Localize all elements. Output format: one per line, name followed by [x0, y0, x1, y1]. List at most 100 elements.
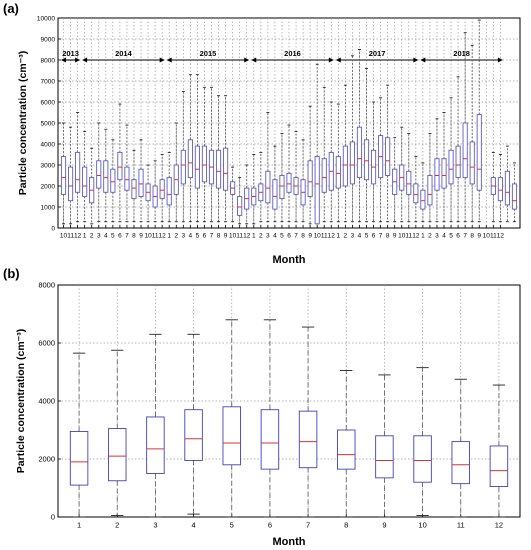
- x-tick-label: 10: [398, 233, 406, 240]
- year-arrow-head-right: [328, 57, 334, 63]
- box: [342, 84, 348, 223]
- x-tick-label: 2: [115, 521, 119, 530]
- x-tick-label: 8: [386, 233, 390, 240]
- panel-a: (a) 0 1000 2000 3000 4000 5000 6000 7000 8000 900…: [3, 1, 521, 266]
- box-iqr: [272, 179, 278, 210]
- y-tick-label: 6000: [41, 99, 56, 106]
- x-tick-label: 4: [273, 233, 277, 240]
- box: [356, 49, 363, 223]
- box-iqr: [184, 409, 203, 461]
- box-iqr: [349, 141, 355, 185]
- box-iqr: [356, 126, 363, 179]
- x-tick-label: 4: [358, 233, 362, 240]
- box: [370, 101, 377, 223]
- box-iqr: [124, 166, 130, 191]
- x-tick-label: 11: [321, 233, 328, 240]
- box: [96, 122, 102, 223]
- y-tick-label: 4000: [41, 141, 56, 148]
- x-tick-label: 7: [379, 233, 383, 240]
- box: [223, 95, 229, 223]
- box: [335, 103, 341, 223]
- year-span: 2015: [166, 49, 250, 63]
- x-tick-label: 11: [405, 233, 412, 240]
- box: [448, 97, 454, 223]
- x-tick-label: 9: [393, 233, 397, 240]
- box-iqr: [166, 177, 172, 206]
- y-tick-label: 6000: [38, 339, 55, 348]
- y-tick-label: 2000: [41, 183, 56, 190]
- x-tick-label: 4: [191, 521, 195, 530]
- x-tick-label: 6: [268, 521, 272, 530]
- x-tick-label: 4: [442, 233, 446, 240]
- x-tick-label: 12: [412, 233, 420, 240]
- year-span: 2013: [61, 49, 81, 63]
- box: [497, 154, 503, 223]
- box: [159, 154, 165, 223]
- box-iqr: [342, 145, 348, 187]
- box: [152, 160, 158, 223]
- year-arrow-head-left: [251, 57, 257, 63]
- box: [187, 74, 193, 223]
- panel-a-x-axis-label: Month: [273, 254, 306, 266]
- box-iqr: [321, 158, 327, 193]
- box-iqr: [69, 431, 89, 486]
- box-iqr: [489, 445, 509, 488]
- x-tick-label: 7: [294, 233, 298, 240]
- box: [265, 112, 271, 223]
- box-iqr: [60, 156, 67, 195]
- box: [427, 133, 433, 223]
- y-tick-label: 7000: [41, 78, 56, 85]
- box-iqr: [215, 149, 222, 189]
- box-iqr: [314, 156, 320, 225]
- box-iqr: [68, 166, 74, 202]
- box-iqr: [108, 428, 127, 482]
- x-tick-label: 5: [230, 521, 234, 530]
- year-arrow-head-left: [420, 57, 426, 63]
- year-arrow-head-right: [244, 57, 250, 63]
- box-iqr: [222, 406, 241, 466]
- box: [298, 326, 318, 518]
- year-arrow-head-left: [82, 57, 88, 63]
- box: [375, 374, 394, 518]
- box: [385, 84, 391, 223]
- x-tick-label: 9: [139, 233, 143, 240]
- box: [363, 67, 370, 223]
- box: [300, 139, 306, 223]
- panel-a-label: (a): [3, 1, 19, 16]
- box-iqr: [82, 166, 88, 197]
- box-iqr: [427, 175, 433, 206]
- x-tick-label: 9: [308, 233, 312, 240]
- panel-a-y-axis-label: Particle concentration (cm⁻³): [17, 51, 29, 195]
- x-tick-label: 3: [153, 521, 157, 530]
- panel-a-y-ticks: 0 1000 2000 3000 4000 5000 6000 7000 8000 9000 100…: [37, 15, 55, 232]
- box: [131, 149, 137, 223]
- box-iqr: [413, 435, 432, 483]
- box-iqr: [504, 170, 510, 206]
- x-tick-label: 2: [174, 233, 178, 240]
- year-span: 2017: [335, 49, 419, 63]
- box: [110, 139, 116, 223]
- x-tick-label: 11: [490, 233, 497, 240]
- year-span: 2014: [82, 49, 165, 63]
- box: [124, 124, 130, 223]
- box-iqr: [511, 183, 518, 210]
- x-tick-label: 6: [287, 233, 291, 240]
- x-tick-label: 10: [483, 233, 491, 240]
- x-tick-label: 9: [382, 521, 386, 530]
- box: [434, 118, 440, 223]
- y-tick-label: 0: [51, 513, 55, 522]
- box: [117, 103, 123, 223]
- box: [286, 124, 292, 223]
- box: [251, 154, 257, 225]
- year-arrow-head-right: [159, 57, 165, 63]
- x-tick-label: 5: [449, 233, 453, 240]
- box: [82, 130, 88, 223]
- x-tick-label: 2: [259, 233, 263, 240]
- box: [307, 105, 313, 225]
- x-tick-label: 1: [77, 521, 81, 530]
- box-iqr: [279, 175, 285, 200]
- box-iqr: [131, 179, 137, 200]
- box: [166, 151, 172, 223]
- x-tick-label: 6: [372, 233, 376, 240]
- box-iqr: [117, 151, 123, 181]
